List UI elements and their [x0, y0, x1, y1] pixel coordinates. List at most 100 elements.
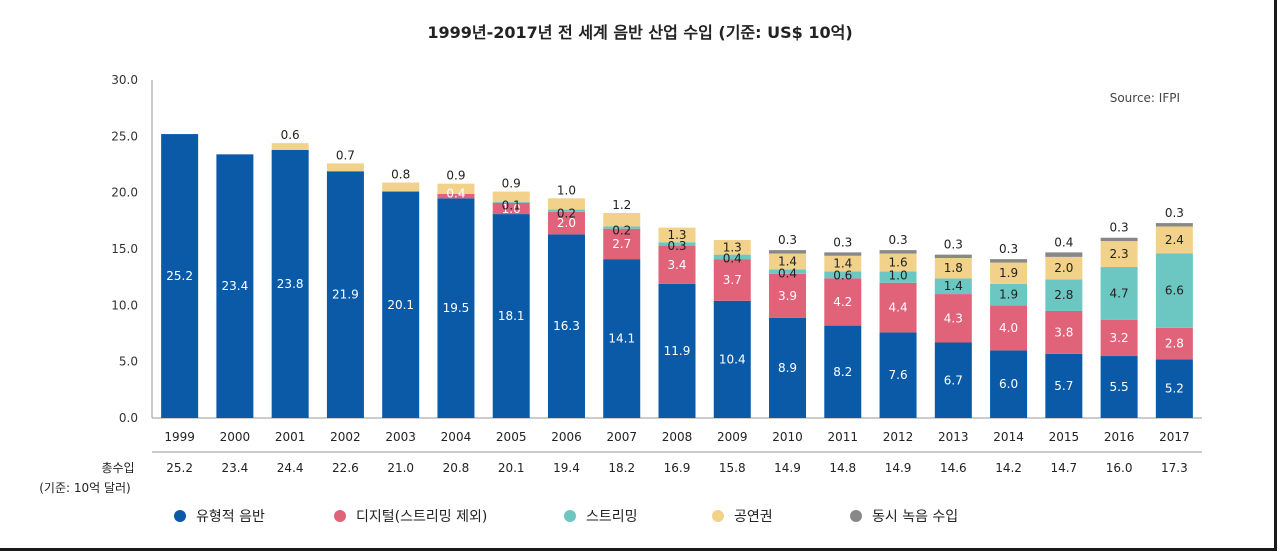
- total-value: 14.7: [1050, 461, 1077, 475]
- x-tick-label: 2012: [883, 430, 914, 444]
- bar-segment: [934, 258, 972, 279]
- bar-segment: [382, 182, 420, 192]
- legend-swatch: [564, 510, 576, 522]
- bar-segment: [547, 209, 585, 212]
- bar-segment: [1155, 253, 1193, 328]
- total-value: 16.0: [1106, 461, 1133, 475]
- bar-value-label: 1.8: [944, 261, 963, 275]
- legend-label: 디지털(스트리밍 제외): [356, 509, 487, 525]
- bar-segment: [547, 198, 585, 210]
- bar-segment: [824, 252, 862, 256]
- bar-value-label: 18.1: [498, 309, 525, 323]
- x-tick-label: 2015: [1049, 430, 1080, 444]
- bar-segment: [382, 191, 420, 418]
- bar-segment: [1155, 359, 1193, 418]
- bar-segment: [769, 253, 807, 270]
- bar-value-label: 1.0: [557, 183, 576, 197]
- bar-value-label: 4.2: [833, 295, 852, 309]
- bar-value-label: 6.6: [1165, 284, 1184, 298]
- bar-value-label: 19.5: [443, 301, 470, 315]
- bar-segment: [1155, 327, 1193, 360]
- bar-segment: [603, 226, 641, 229]
- bar-value-label: 3.9: [778, 289, 797, 303]
- total-value: 15.8: [719, 461, 746, 475]
- bar-value-label: 1.6: [889, 256, 908, 270]
- bar-segment: [824, 271, 862, 279]
- bar-segment: [603, 259, 641, 418]
- bar-segment: [1100, 237, 1138, 242]
- bar-value-label: 0.3: [667, 239, 686, 253]
- bar-value-label: 10.4: [719, 352, 746, 366]
- bar-value-label: 0.4: [723, 252, 742, 266]
- total-value: 14.8: [829, 461, 856, 475]
- total-value: 19.4: [553, 461, 580, 475]
- bar-value-label: 0.4: [446, 186, 465, 200]
- total-value: 16.9: [664, 461, 691, 475]
- bar-value-label: 1.9: [999, 266, 1018, 280]
- bar-segment: [161, 134, 199, 418]
- x-tick-label: 2010: [772, 430, 803, 444]
- x-tick-label: 2014: [993, 430, 1024, 444]
- bar-segment: [437, 183, 475, 194]
- x-tick-label: 2003: [385, 430, 416, 444]
- bar-value-label: 4.4: [889, 301, 908, 315]
- bar-segment: [1155, 226, 1193, 254]
- bar-segment: [492, 191, 530, 202]
- bar-value-label: 3.4: [667, 258, 686, 272]
- bar-value-label: 0.3: [944, 238, 963, 252]
- bar-segment: [547, 234, 585, 418]
- bar-value-label: 23.8: [277, 277, 304, 291]
- bar-segment: [769, 273, 807, 318]
- total-value: 18.2: [608, 461, 635, 475]
- bar-value-label: 20.1: [387, 298, 414, 312]
- bar-segment: [824, 325, 862, 418]
- bar-segment: [1100, 267, 1138, 320]
- bar-value-label: 0.2: [612, 223, 631, 237]
- bar-value-label: 4.7: [1110, 287, 1129, 301]
- bar-value-label: 0.1: [502, 199, 521, 213]
- y-tick-label: 25.0: [111, 129, 138, 143]
- y-tick-label: 10.0: [111, 298, 138, 312]
- bar-value-label: 6.0: [999, 377, 1018, 391]
- bar-value-label: 21.9: [332, 288, 359, 302]
- y-tick-label: 0.0: [119, 411, 138, 425]
- bar-segment: [437, 193, 475, 199]
- bar-segment: [603, 228, 641, 260]
- bar-value-label: 1.9: [999, 288, 1018, 302]
- total-value: 24.4: [277, 461, 304, 475]
- legend-swatch: [850, 510, 862, 522]
- legend-label: 동시 녹음 수입: [872, 509, 958, 525]
- bar-segment: [713, 254, 751, 260]
- bar-segment: [990, 262, 1028, 284]
- bar-segment: [990, 305, 1028, 351]
- bar-value-label: 1.2: [612, 198, 631, 212]
- bar-segment: [326, 171, 364, 418]
- total-value: 20.8: [443, 461, 470, 475]
- x-tick-label: 2011: [828, 430, 859, 444]
- bar-value-label: 8.9: [778, 361, 797, 375]
- legend-swatch: [334, 510, 346, 522]
- x-tick-label: 2016: [1104, 430, 1135, 444]
- bar-value-label: 1.4: [833, 257, 852, 271]
- bar-value-label: 2.0: [557, 216, 576, 230]
- x-tick-label: 2002: [330, 430, 361, 444]
- bar-value-label: 0.8: [391, 168, 410, 182]
- legend-swatch: [174, 510, 186, 522]
- y-tick-label: 5.0: [119, 355, 138, 369]
- bar-value-label: 5.5: [1110, 380, 1129, 394]
- bar-value-label: 11.9: [664, 344, 691, 358]
- bar-segment: [1155, 223, 1193, 227]
- total-value: 25.2: [166, 461, 193, 475]
- bar-segment: [271, 149, 309, 418]
- x-tick-label: 2004: [441, 430, 472, 444]
- legend-swatch: [712, 510, 724, 522]
- x-tick-label: 2009: [717, 430, 748, 444]
- bar-value-label: 0.4: [1054, 235, 1073, 249]
- bar-value-label: 5.2: [1165, 382, 1184, 396]
- bar-segment: [1045, 279, 1083, 311]
- bar-segment: [658, 245, 696, 284]
- bar-segment: [879, 282, 917, 333]
- bar-segment: [1100, 319, 1138, 357]
- bar-value-label: 0.7: [336, 148, 355, 162]
